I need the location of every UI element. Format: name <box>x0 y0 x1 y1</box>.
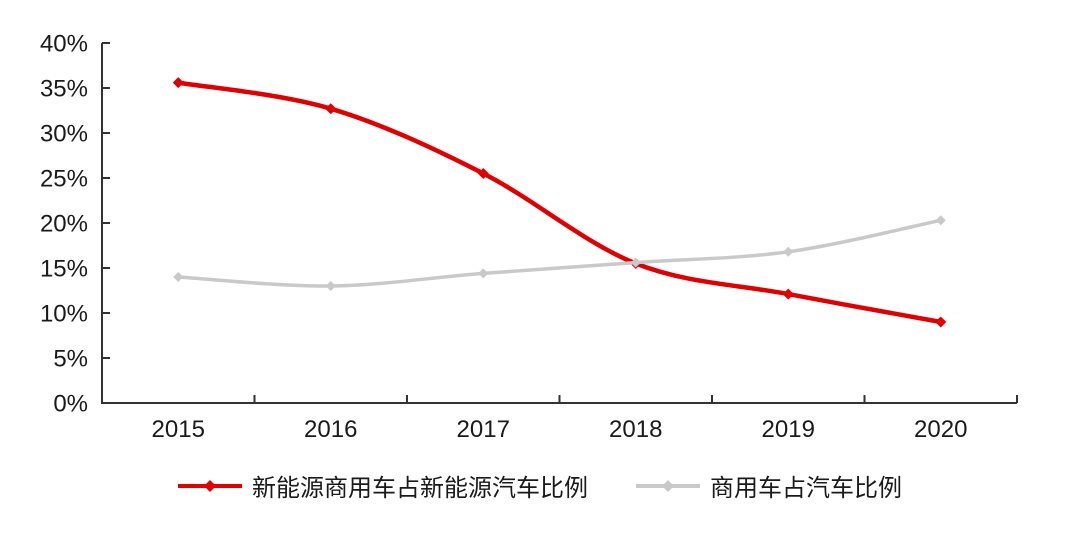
data-point-marker <box>172 77 184 89</box>
series-line-1 <box>176 218 943 288</box>
data-point-marker <box>477 168 489 179</box>
legend-swatch-icon <box>178 479 242 492</box>
data-point-marker <box>935 215 946 226</box>
x-axis-label: 2017 <box>457 416 510 443</box>
data-point-marker <box>783 246 794 257</box>
y-axis-label: 40% <box>40 31 88 58</box>
y-axis-label: 25% <box>40 166 88 193</box>
x-axis-label: 2015 <box>152 416 205 443</box>
legend-item-0: 新能源商用车占新能源汽车比例 <box>178 468 588 503</box>
data-point-marker <box>630 257 641 268</box>
data-point-marker <box>935 316 947 328</box>
data-point-marker <box>325 103 337 115</box>
legend-swatch-icon <box>636 479 700 492</box>
data-point-marker <box>325 281 336 291</box>
data-point-marker <box>173 272 184 282</box>
legend-item-1: 商用车占汽车比例 <box>636 468 902 503</box>
y-axis-label: 20% <box>40 211 88 238</box>
data-point-marker <box>782 288 794 300</box>
x-axis-label: 2016 <box>304 416 357 443</box>
data-point-marker <box>478 268 489 279</box>
series-line-0 <box>176 80 943 325</box>
x-axis-label: 2018 <box>609 416 662 443</box>
plot-area: 0% 5% 10% 15% 20% 25% 30% 35% 40% 2015 2016 2017 201… <box>40 31 1018 443</box>
y-axis-label: 10% <box>40 301 88 328</box>
y-axis-label: 15% <box>40 256 88 283</box>
x-axis-label: 2020 <box>914 416 967 443</box>
x-axis-label: 2019 <box>762 416 815 443</box>
y-axis-label: 0% <box>53 391 88 418</box>
y-axis-label: 30% <box>40 121 88 148</box>
legend-label: 新能源商用车占新能源汽车比例 <box>252 475 588 502</box>
legend-label: 商用车占汽车比例 <box>710 475 902 502</box>
legend: 新能源商用车占新能源汽车比例 商用车占汽车比例 <box>0 468 1080 503</box>
y-axis-label: 5% <box>53 346 88 373</box>
y-axis-label: 35% <box>40 76 88 103</box>
